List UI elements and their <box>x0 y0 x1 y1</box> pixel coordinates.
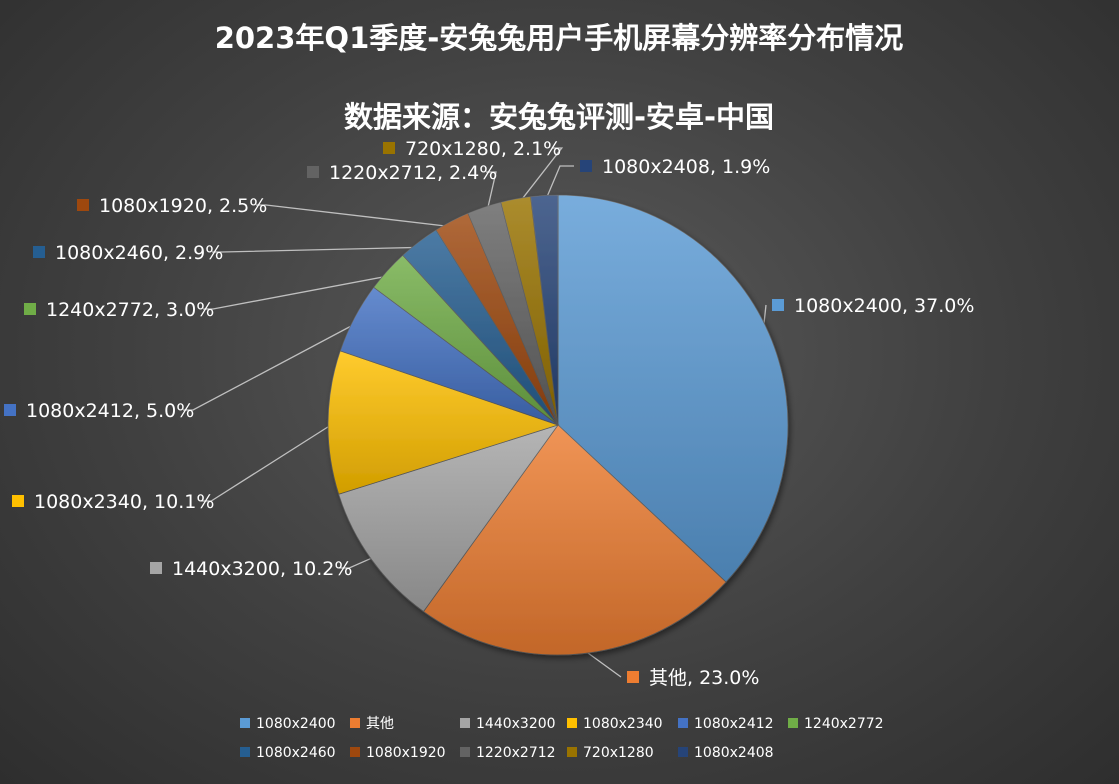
pie-slice-group <box>557 194 789 583</box>
data-label: 1080x2340, 10.1% <box>34 491 214 513</box>
leader-line <box>201 421 336 502</box>
legend-marker <box>350 718 360 728</box>
data-label-marker <box>383 142 395 154</box>
data-label-marker <box>627 671 639 683</box>
legend-marker <box>240 718 250 728</box>
leader-lines <box>183 147 767 678</box>
legend-label: 720x1280 <box>583 745 654 761</box>
legend-label: 1080x2340 <box>583 716 663 732</box>
leader-line <box>516 147 564 207</box>
leader-line <box>183 320 361 411</box>
leader-line <box>544 165 574 203</box>
legend-label: 1080x2412 <box>694 716 774 732</box>
legend-label: 1440x3200 <box>476 716 556 732</box>
legend-marker <box>460 718 470 728</box>
legend-marker <box>678 747 688 757</box>
legend: 1080x2400 其他 1440x3200 1080x2340 1080x2412 12… <box>240 716 884 761</box>
data-label: 1220x2712, 2.4% <box>329 162 497 184</box>
legend-label: 1240x2772 <box>804 716 884 732</box>
legend-item: 其他 <box>350 716 394 732</box>
pie-slice-group <box>338 424 560 613</box>
data-label-marker <box>77 199 89 211</box>
legend-item: 1080x2460 <box>240 745 336 761</box>
legend-item: 1080x2412 <box>678 716 774 732</box>
pie-slice-sheen <box>340 287 558 425</box>
legend-marker <box>240 747 250 757</box>
data-label-marker <box>580 160 592 172</box>
pie-slice-group <box>327 350 560 495</box>
legend-item: 1220x2712 <box>460 745 556 761</box>
pie-slice-sheen <box>423 425 727 656</box>
data-label: 1080x2460, 2.9% <box>55 242 223 264</box>
leader-line <box>203 274 393 310</box>
leader-line <box>339 555 378 569</box>
data-label: 其他, 23.0% <box>649 667 759 689</box>
legend-marker <box>788 718 798 728</box>
legend-item: 1080x2400 <box>240 716 336 732</box>
legend-marker <box>678 718 688 728</box>
legend-label: 1080x2408 <box>694 745 774 761</box>
legend-label: 1080x1920 <box>366 745 446 761</box>
pie-slice-sheen <box>338 425 558 612</box>
legend-item: 1080x2408 <box>678 745 774 761</box>
legend-label: 1080x2460 <box>256 745 336 761</box>
data-labels: 1080x2400, 37.0% 其他, 23.0% 1440x3200, 10.2… <box>4 138 974 689</box>
data-label-marker <box>24 303 36 315</box>
data-label-marker <box>4 404 16 416</box>
chart-subtitle: 数据来源：安兔兔评测-安卓-中国 <box>344 100 774 134</box>
legend-marker <box>460 747 470 757</box>
pie-slice-sheen <box>530 195 558 425</box>
legend-label: 1080x2400 <box>256 716 336 732</box>
chart-title: 2023年Q1季度-安兔兔用户手机屏幕分辨率分布情况 <box>215 21 904 55</box>
pie-slice-group <box>530 194 559 426</box>
legend-item: 720x1280 <box>567 745 654 761</box>
leader-line <box>212 246 424 253</box>
legend-marker <box>567 747 577 757</box>
legend-marker <box>567 718 577 728</box>
pie-slice-sheen <box>558 194 789 583</box>
legend-item: 1080x1920 <box>350 745 446 761</box>
pie-slice-sheen <box>373 255 558 425</box>
pie-slice-sheen <box>468 202 558 425</box>
data-label: 1080x1920, 2.5% <box>99 195 267 217</box>
legend-marker <box>350 747 360 757</box>
data-label: 720x1280, 2.1% <box>405 138 561 160</box>
leader-line <box>485 171 497 214</box>
legend-label: 其他 <box>366 716 394 732</box>
data-label-marker <box>150 562 162 574</box>
data-label-marker <box>307 166 319 178</box>
data-label-marker <box>12 495 24 507</box>
data-label: 1080x2408, 1.9% <box>602 156 770 178</box>
legend-item: 1240x2772 <box>788 716 884 732</box>
pie-slice-sheen <box>436 213 558 425</box>
data-label: 1240x2772, 3.0% <box>46 299 214 321</box>
data-label-marker <box>33 246 45 258</box>
leader-line <box>256 204 455 228</box>
pie-slice-sheen <box>327 350 558 495</box>
legend-item: 1080x2340 <box>567 716 663 732</box>
legend-label: 1220x2712 <box>476 745 556 761</box>
data-label: 1080x2400, 37.0% <box>794 295 974 317</box>
pie-slices <box>327 194 789 656</box>
pie-slice-sheen <box>500 196 558 425</box>
data-label: 1440x3200, 10.2% <box>172 558 352 580</box>
pie-slice-group <box>422 424 727 656</box>
legend-item: 1440x3200 <box>460 716 556 732</box>
pie-slice-sheen <box>402 229 558 425</box>
data-label: 1080x2412, 5.0% <box>26 400 194 422</box>
data-label-marker <box>772 299 784 311</box>
